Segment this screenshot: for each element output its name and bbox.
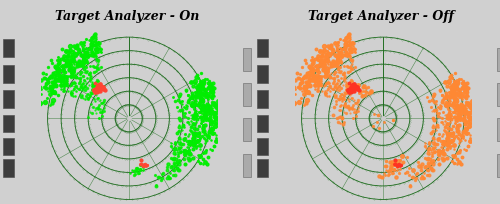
Bar [497, 83, 500, 106]
Bar [497, 48, 500, 71]
Bar [3, 115, 14, 132]
Text: Target Analyzer - Off: Target Analyzer - Off [308, 10, 454, 23]
Bar [257, 138, 268, 155]
Bar [3, 65, 14, 83]
Bar [257, 90, 268, 108]
Bar [243, 83, 251, 106]
Bar [497, 154, 500, 176]
Bar [257, 39, 268, 57]
Bar [243, 48, 251, 71]
Bar [243, 154, 251, 176]
Bar [497, 118, 500, 141]
Bar [3, 39, 14, 57]
Bar [3, 90, 14, 108]
Bar [3, 138, 14, 155]
Bar [243, 118, 251, 141]
Bar [257, 115, 268, 132]
Text: Target Analyzer - On: Target Analyzer - On [55, 10, 199, 23]
Bar [257, 159, 268, 176]
Bar [3, 159, 14, 176]
Bar [257, 65, 268, 83]
